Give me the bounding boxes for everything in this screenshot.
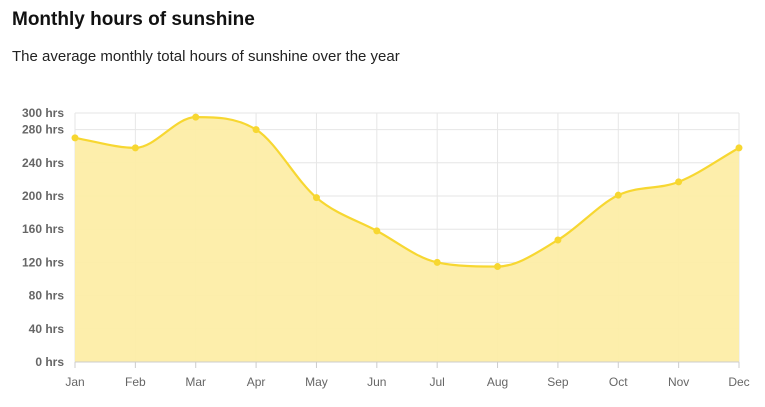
series-area-fill [75, 117, 739, 363]
x-tick-label: Jun [367, 375, 386, 389]
x-tick-label: Jan [65, 375, 84, 389]
data-point-aug[interactable] [494, 263, 502, 271]
data-point-oct[interactable] [614, 191, 622, 199]
data-point-jul[interactable] [433, 258, 441, 266]
chart-title: Monthly hours of sunshine [12, 9, 255, 30]
points-layer [71, 113, 743, 271]
y-tick-label: 280 hrs [22, 123, 64, 137]
x-tick-label: Oct [609, 375, 628, 389]
y-tick-label: 80 hrs [29, 289, 65, 303]
data-point-apr[interactable] [252, 126, 260, 134]
data-point-jan[interactable] [71, 134, 79, 142]
data-point-feb[interactable] [131, 144, 139, 152]
area-layer [74, 116, 740, 363]
x-tick-label: Apr [247, 375, 266, 389]
y-tick-label: 160 hrs [22, 222, 64, 236]
y-tick-label: 240 hrs [22, 156, 64, 170]
x-tick-label: Mar [185, 375, 206, 389]
data-point-dec[interactable] [735, 144, 743, 152]
x-tick-label: Feb [125, 375, 146, 389]
data-point-mar[interactable] [192, 113, 200, 121]
y-tick-label: 120 hrs [22, 255, 64, 269]
y-tick-label: 300 hrs [22, 106, 64, 120]
x-tick-label: Jul [430, 375, 445, 389]
y-tick-label: 200 hrs [22, 189, 64, 203]
y-tick-label: 0 hrs [35, 355, 64, 369]
data-point-jun[interactable] [373, 227, 381, 235]
x-tick-label: Dec [728, 375, 749, 389]
data-point-sep[interactable] [554, 236, 562, 244]
x-tick-label: May [305, 375, 328, 389]
x-tick-label: Sep [547, 375, 569, 389]
chart-subtitle: The average monthly total hours of sunsh… [12, 48, 400, 65]
y-tick-label: 40 hrs [29, 322, 65, 336]
x-tick-label: Nov [668, 375, 689, 389]
axis-layer: 0 hrs 40 hrs 80 hrs 120 hrs 160 hrs 200 hrs 24… [22, 106, 750, 389]
data-point-nov[interactable] [675, 178, 683, 186]
data-point-may[interactable] [312, 194, 320, 202]
x-tick-label: Aug [487, 375, 508, 389]
